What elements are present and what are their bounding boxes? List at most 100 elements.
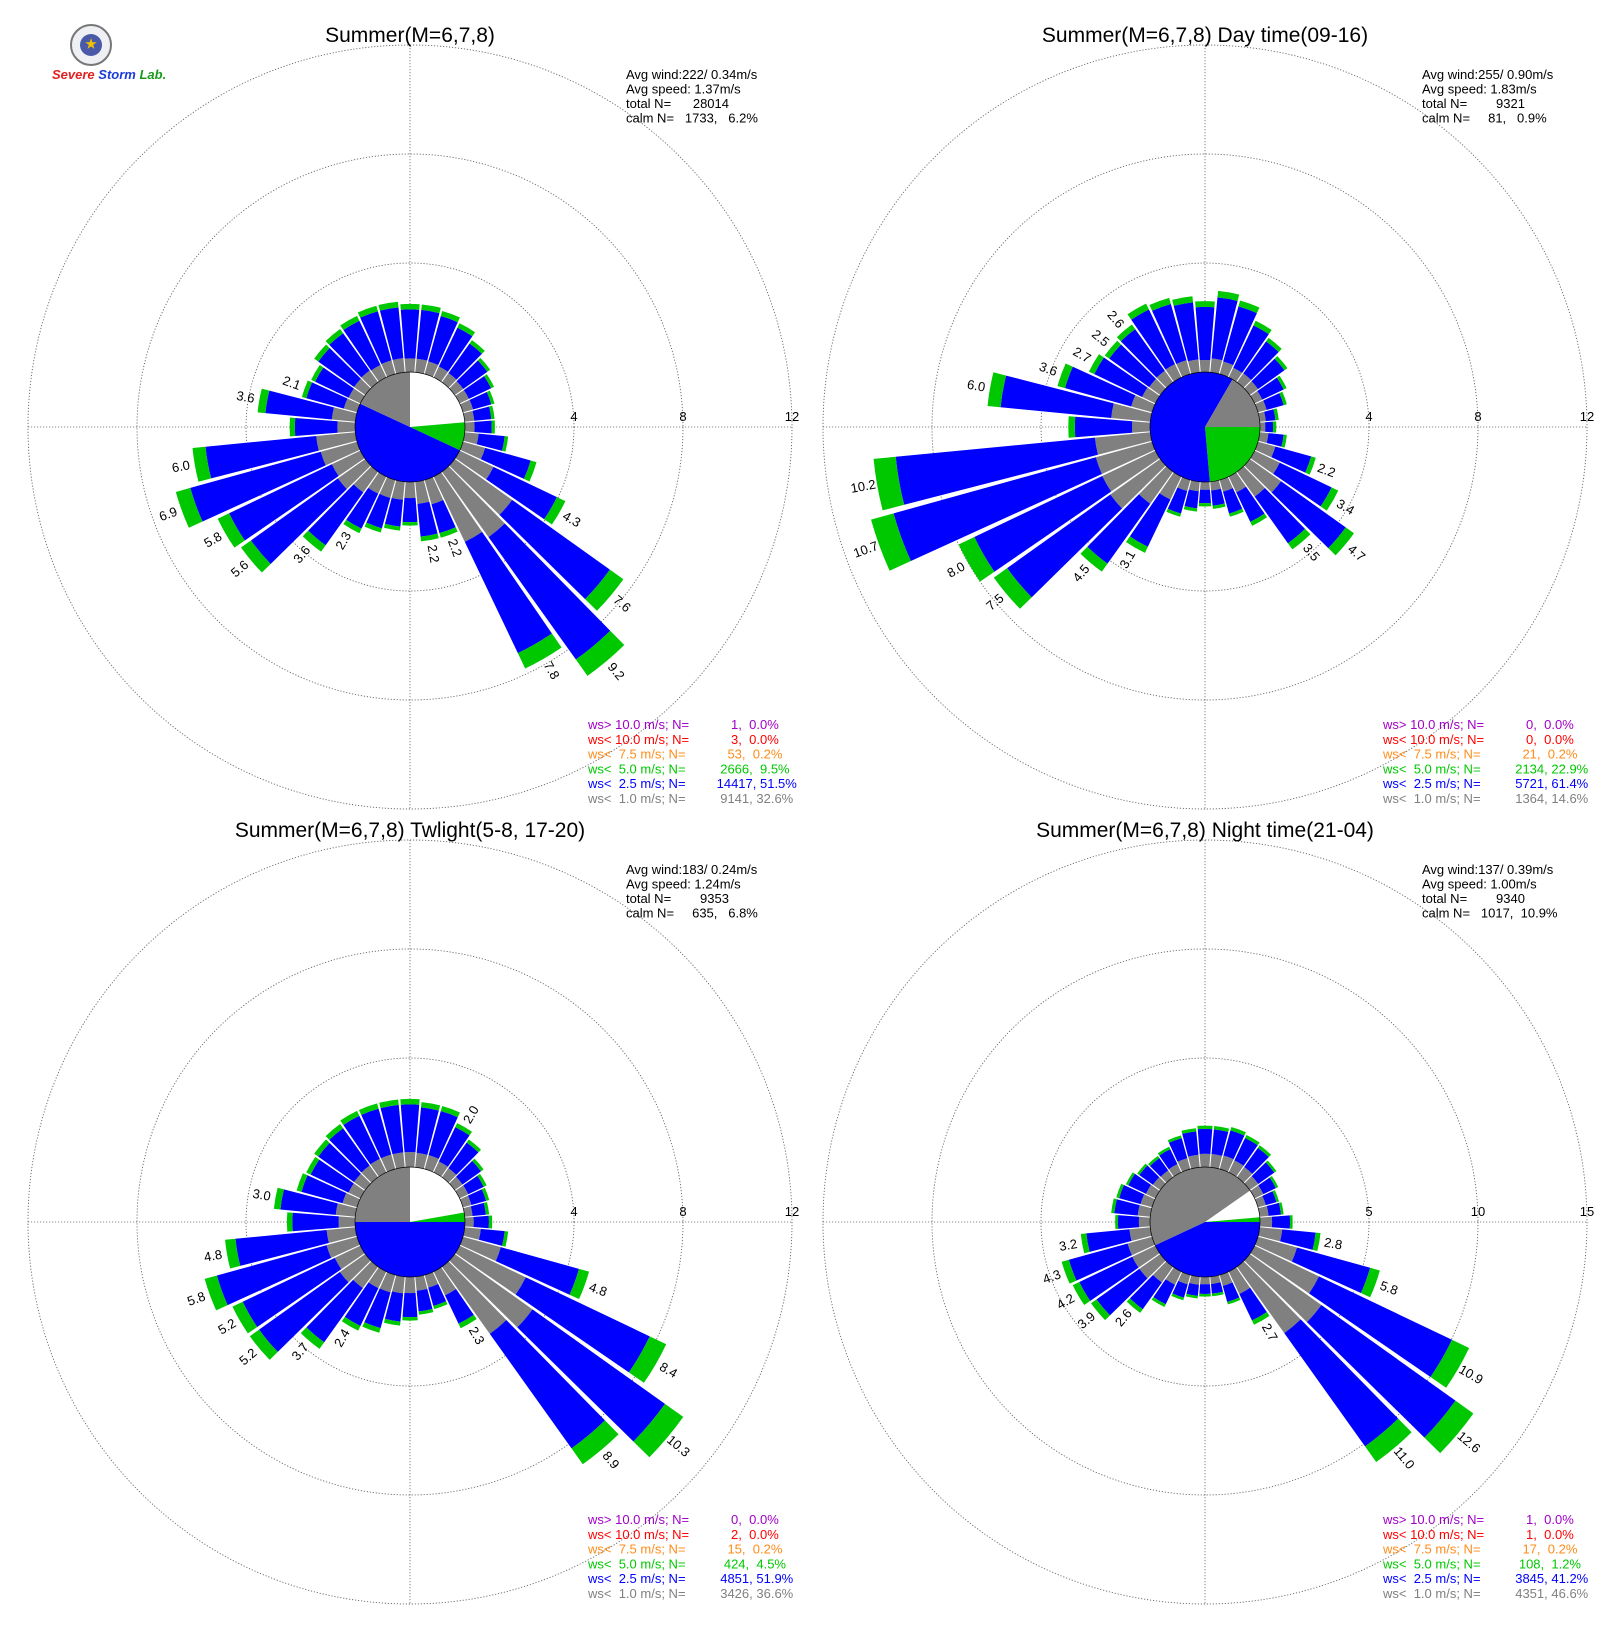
bar-blue xyxy=(1065,366,1136,407)
bar-gray xyxy=(1110,458,1166,509)
severe-storm-lab-logo: Severe Storm Lab. xyxy=(52,24,166,88)
bar-gray xyxy=(1102,450,1160,492)
bar-blue xyxy=(1086,1229,1132,1252)
wind-rose-panel-3: 2.04.88.410.38.92.32.43.75.25.25.84.83.0… xyxy=(27,819,799,1605)
bar-gray xyxy=(424,1155,439,1172)
bar-blue xyxy=(1182,1131,1199,1157)
legend-value: 1, 0.0% xyxy=(1508,1527,1574,1542)
bar-blue xyxy=(1087,494,1151,564)
bar-gray xyxy=(379,477,396,498)
bar-label: 6.9 xyxy=(157,504,179,524)
legend-value: 2134, 22.9% xyxy=(1508,761,1589,776)
bar-green xyxy=(420,533,439,542)
bar-label: 9.2 xyxy=(605,659,628,682)
bar-green xyxy=(343,519,362,534)
bar-gray xyxy=(379,1272,396,1293)
bar-blue xyxy=(1257,377,1284,400)
bar-gray xyxy=(1219,477,1233,492)
calm-pie-slice xyxy=(355,1167,410,1222)
bar-gray xyxy=(1228,1267,1251,1294)
tick-label: 12 xyxy=(785,1204,799,1219)
bar-gray xyxy=(1142,387,1160,404)
bar-gray xyxy=(449,458,513,515)
bar-gray xyxy=(331,407,357,422)
tick-label: 10 xyxy=(1471,1204,1485,1219)
bar-green xyxy=(440,1105,460,1118)
bar-label: 4.5 xyxy=(1069,561,1092,584)
bar-green xyxy=(175,487,203,528)
bar-green xyxy=(1157,1146,1171,1156)
bar-label: 7.8 xyxy=(541,659,563,682)
bar-label: 4.3 xyxy=(560,508,583,530)
bar-blue xyxy=(1152,303,1187,365)
bar-gray xyxy=(404,1276,416,1294)
bar-gray xyxy=(1228,1160,1244,1177)
bar-green xyxy=(400,303,420,310)
bar-label: 5.6 xyxy=(228,557,251,580)
bar-green xyxy=(225,1238,241,1269)
bar-gray xyxy=(1188,480,1200,492)
bar-blue xyxy=(292,1212,339,1232)
bar-green xyxy=(296,1173,308,1192)
bar-blue xyxy=(306,1279,363,1343)
bar-label: 2.4 xyxy=(331,1326,353,1349)
stats-line: calm N= 635, 6.8% xyxy=(626,906,758,921)
legend-label: ws< 1.0 m/s; N= xyxy=(587,1586,686,1601)
bar-gray xyxy=(1140,1194,1155,1208)
bar-blue xyxy=(318,1143,361,1183)
bar-label: 2.8 xyxy=(1323,1235,1343,1253)
bar-label: 5.2 xyxy=(236,1345,259,1368)
bar-gray xyxy=(1139,1253,1166,1279)
bar-green xyxy=(523,460,537,482)
severe-storm-lab-seal-icon xyxy=(70,24,112,66)
bar-blue xyxy=(1129,493,1171,547)
stats-line: calm N= 1017, 10.9% xyxy=(1422,906,1558,921)
bar-green xyxy=(483,1202,490,1215)
bar-blue xyxy=(343,1115,380,1165)
bar-gray xyxy=(441,466,505,538)
bar-gray xyxy=(337,421,356,433)
bar-green xyxy=(1251,1311,1270,1325)
legend-value: 5721, 61.4% xyxy=(1508,776,1589,791)
bar-green xyxy=(314,344,330,362)
bar-label: 10.9 xyxy=(1456,1362,1485,1388)
bar-blue xyxy=(1244,1147,1269,1174)
stats-line: Avg speed: 1.00m/s xyxy=(1422,877,1537,892)
bar-gray xyxy=(1137,1205,1152,1217)
legend-value: 14417, 51.5% xyxy=(713,776,797,791)
bar-blue xyxy=(476,433,505,451)
bar-green xyxy=(491,420,495,434)
bar-gray xyxy=(1219,1155,1234,1172)
bar-label: 2.2 xyxy=(424,544,442,564)
bar-blue xyxy=(1131,309,1175,370)
legend-value: 0, 0.0% xyxy=(1508,732,1574,747)
bar-green xyxy=(1151,1297,1166,1308)
legend-label: ws< 5.0 m/s; N= xyxy=(587,1556,686,1571)
bar-label: 2.0 xyxy=(460,1103,482,1126)
bar-blue xyxy=(438,327,473,372)
bar-gray xyxy=(1127,1236,1155,1256)
bar-gray xyxy=(424,477,444,505)
bar-blue xyxy=(379,307,404,361)
bar-green xyxy=(544,497,566,525)
bar-gray xyxy=(339,1253,371,1283)
bar-gray xyxy=(433,1267,457,1296)
bar-green xyxy=(440,310,460,323)
bar-green xyxy=(325,1123,344,1140)
bar-blue xyxy=(1222,488,1243,514)
bar-gray xyxy=(1210,358,1223,374)
bar-gray xyxy=(464,1217,474,1227)
bar-blue xyxy=(456,1160,481,1185)
bar-green xyxy=(325,328,344,345)
bar-green xyxy=(1166,508,1181,517)
bar-label: 3.5 xyxy=(1300,540,1323,563)
bar-label: 2.7 xyxy=(1070,344,1093,366)
bar-green xyxy=(488,1215,493,1229)
bar-label: 5.8 xyxy=(185,1289,207,1309)
bar-gray xyxy=(342,1192,360,1208)
bar-green xyxy=(341,1316,361,1331)
grid-ring xyxy=(27,44,793,810)
bar-green xyxy=(289,417,296,437)
tick-label: 15 xyxy=(1580,1204,1594,1219)
bar-green xyxy=(1279,391,1287,406)
